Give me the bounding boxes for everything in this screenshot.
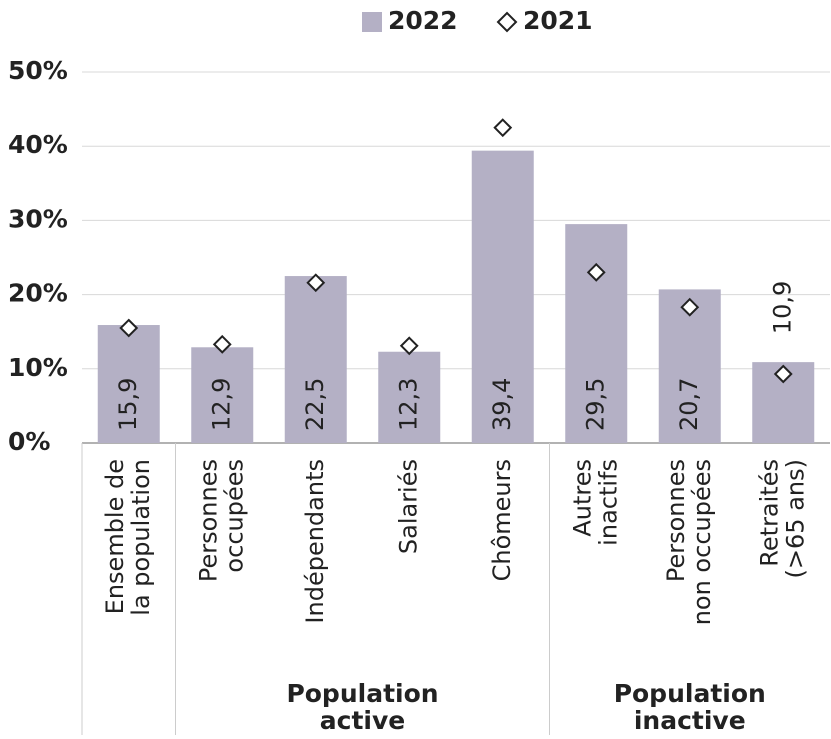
x-tick-label: (>65 ans) <box>781 459 809 578</box>
y-tick-label: 10% <box>8 353 68 382</box>
bar <box>284 276 347 443</box>
marker <box>586 262 606 282</box>
x-tick-label: Chômeurs <box>488 459 516 581</box>
y-tick-label: 50% <box>8 56 68 85</box>
x-tick-label: occupées <box>220 459 248 573</box>
legend-swatch <box>496 11 518 33</box>
x-tick-label: Indépendants <box>301 459 329 624</box>
value-label: 10,9 <box>768 281 796 334</box>
marker <box>306 273 326 293</box>
x-tick-label: Personnes <box>194 459 222 582</box>
bar <box>191 347 254 443</box>
y-tick-label: 20% <box>8 279 68 308</box>
value-label: 22,5 <box>301 378 329 431</box>
legend-swatch <box>362 12 382 32</box>
x-tick-label: non occupées <box>688 459 716 625</box>
y-tick-label: 30% <box>8 204 68 233</box>
x-tick-label: Retraités <box>755 459 783 567</box>
value-label: 15,9 <box>114 378 142 431</box>
value-label: 20,7 <box>675 378 703 431</box>
x-tick-label: inactifs <box>594 459 622 546</box>
group-label: inactive <box>634 706 746 735</box>
value-label: 12,9 <box>207 378 235 431</box>
value-label: 12,3 <box>394 378 422 431</box>
group-label: Population <box>286 679 438 708</box>
x-tick-label: Salariés <box>394 459 422 554</box>
x-tick-label: Ensemble de <box>101 459 129 614</box>
marker <box>212 334 232 354</box>
legend-label: 2022 <box>388 6 458 35</box>
marker <box>680 297 700 317</box>
value-label: 39,4 <box>488 378 516 431</box>
bar <box>97 325 160 443</box>
group-label: Population <box>614 679 766 708</box>
x-tick-label: Autres <box>568 459 596 537</box>
bar <box>471 150 534 444</box>
marker <box>773 364 793 384</box>
y-tick-label: 0% <box>8 427 50 456</box>
x-tick-label: la population <box>127 459 155 616</box>
marker <box>399 336 419 356</box>
bar <box>565 224 628 443</box>
marker <box>119 318 139 338</box>
value-label: 29,5 <box>581 378 609 431</box>
bar <box>378 351 441 443</box>
y-tick-label: 40% <box>8 130 68 159</box>
x-tick-label: Personnes <box>662 459 690 582</box>
group-label: active <box>320 706 405 735</box>
marker <box>493 118 513 138</box>
legend-label: 2021 <box>523 6 593 35</box>
